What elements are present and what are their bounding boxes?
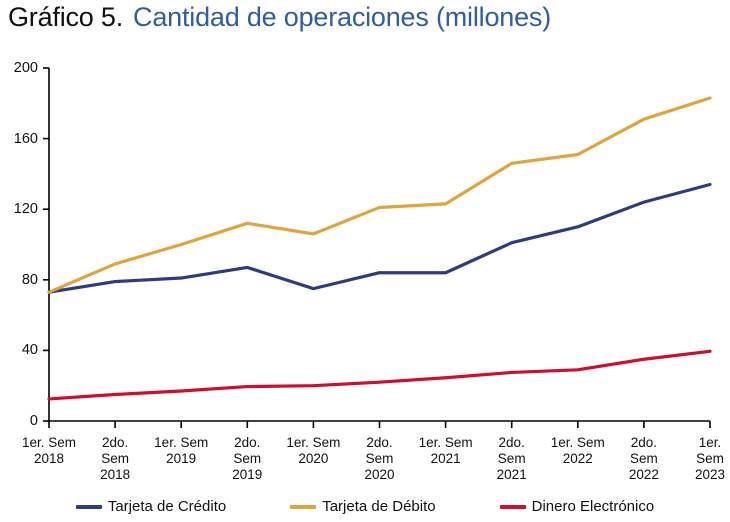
x-axis-tick-labels: 1er. Sem 2018 2do. Sem 2018 1er. Sem 2019 2… [0,435,730,495]
title-main: Cantidad de operaciones (millones) [133,2,551,32]
legend-label: Dinero Electrónico [531,498,655,515]
y-axis-label: 0 [29,413,38,429]
legend-swatch-icon [499,504,526,509]
line-chart-svg [43,67,712,428]
y-axis-label: 200 [13,60,38,76]
legend-swatch-icon [290,504,317,509]
x-axis-label: 2do. Sem 2018 [100,435,131,482]
legend-label: Tarjeta de Crédito [107,498,227,515]
x-axis-label: 2do. Sem 2019 [232,435,263,482]
x-axis-label: 1er. Sem 2020 [286,435,341,466]
x-axis-label: 2do. Sem 2020 [364,435,395,482]
y-axis-label: 80 [21,271,38,288]
x-axis-label: 2do. Sem 2022 [628,435,659,482]
x-axis-label: 1er. Sem 2018 [21,435,77,466]
x-axis-label: 1er. Sem 2023 [694,435,726,482]
plot-area: 0 40 80 120 160 200 [0,55,730,435]
title-prefix: Gráfico 5. [8,2,124,32]
chart-legend: Tarjeta de Crédito Tarjeta de Débito Diner… [0,498,730,515]
legend-item-2[interactable]: Dinero Electrónico [499,498,655,515]
legend-item-0[interactable]: Tarjeta de Crédito [75,498,227,515]
x-axis-label: 2do. Sem 2021 [496,435,527,482]
page-title: Gráfico 5. Cantidad de operaciones (mill… [8,2,551,33]
x-axis-label: 1er. Sem 2022 [550,435,605,466]
legend-label: Tarjeta de Débito [322,498,436,515]
legend-item-1[interactable]: Tarjeta de Débito [290,498,436,515]
y-axis-label: 40 [21,342,38,359]
series-line-2 [47,349,712,401]
series-line-1 [47,96,712,294]
series-line-0 [47,182,712,294]
y-axis-label: 160 [13,130,38,147]
x-axis-label: 1er. Sem 2021 [418,435,473,466]
y-axis-label: 120 [13,201,38,218]
x-axis-label: 1er. Sem 2019 [154,435,209,466]
legend-swatch-icon [75,504,102,509]
